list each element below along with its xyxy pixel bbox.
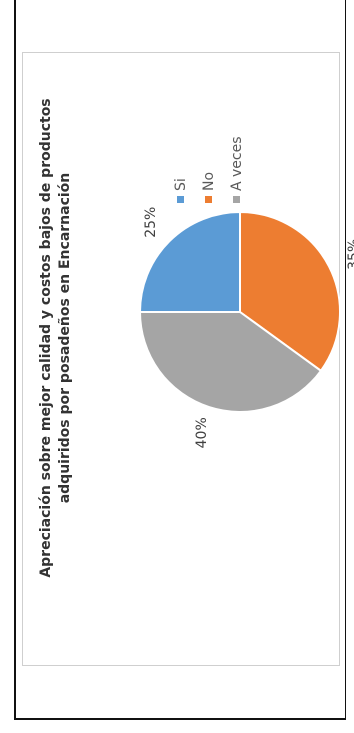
chart-border <box>22 52 340 666</box>
pie-slice-si <box>138 210 241 313</box>
legend-swatch-no <box>205 196 212 203</box>
legend-label-a-veces: A veces <box>229 136 245 191</box>
data-label-si: 25% <box>143 207 159 238</box>
data-label-no: 35% <box>346 239 354 270</box>
chart-title-line-2: adquiridos por posadeños en Encarnación <box>57 173 73 504</box>
chart-title-line-1: Apreciación sobre mejor calidad y costos… <box>38 98 54 577</box>
pie-slice-no <box>239 210 341 373</box>
legend-swatch-a-veces <box>233 196 240 203</box>
page-frame <box>14 0 346 720</box>
legend-swatch-si <box>177 196 184 203</box>
legend-label-no: No <box>201 172 217 191</box>
pie-slice-a-veces <box>138 311 323 413</box>
data-label-a-veces: 40% <box>194 417 210 448</box>
legend-label-si: Si <box>173 178 189 191</box>
